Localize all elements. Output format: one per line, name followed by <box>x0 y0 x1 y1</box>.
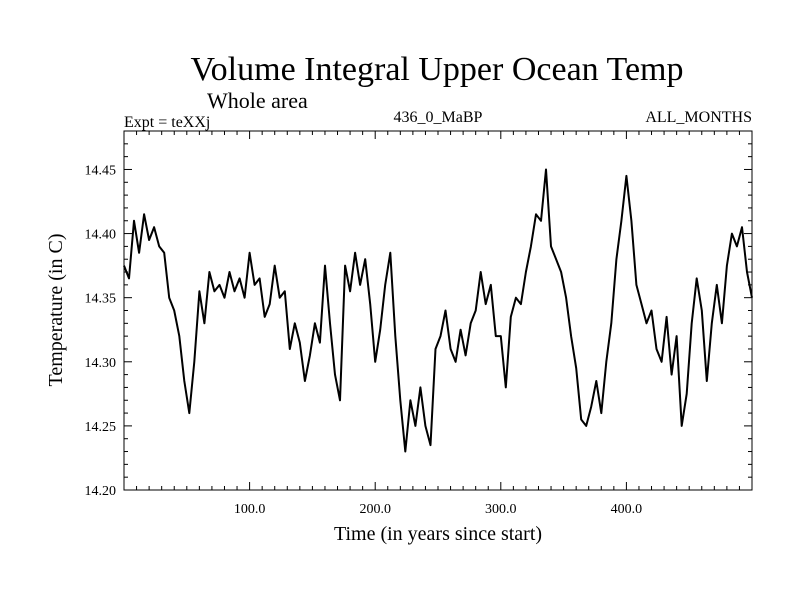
y-axis: 14.20 14.25 14.30 14.35 14.40 14.45 <box>85 143 752 499</box>
y-tick-label: 14.30 <box>85 356 117 371</box>
months-label: ALL_MONTHS <box>645 109 752 126</box>
y-tick-label: 14.20 <box>85 484 117 499</box>
x-tick-label: 200.0 <box>359 502 391 517</box>
experiment-label: Expt = teXXj <box>124 114 210 131</box>
plot-area <box>123 130 753 491</box>
x-tick-label: 400.0 <box>611 502 643 517</box>
x-axis: 100.0 200.0 300.0 400.0 <box>136 131 740 517</box>
y-tick-label: 14.25 <box>85 420 117 435</box>
series-line-temperature <box>123 168 753 453</box>
x-tick-label: 300.0 <box>485 502 517 517</box>
y-axis-label: Temperature (in C) <box>45 234 67 387</box>
y-tick-label: 14.45 <box>85 163 117 178</box>
x-axis-label: Time (in years since start) <box>334 523 542 545</box>
chart-subtitle: Whole area <box>207 88 308 113</box>
x-tick-label: 100.0 <box>234 502 266 517</box>
period-label: 436_0_MaBP <box>394 109 483 126</box>
y-tick-label: 14.40 <box>85 228 117 243</box>
chart-title: Volume Integral Upper Ocean Temp <box>191 51 684 88</box>
y-tick-label: 14.35 <box>85 292 117 307</box>
